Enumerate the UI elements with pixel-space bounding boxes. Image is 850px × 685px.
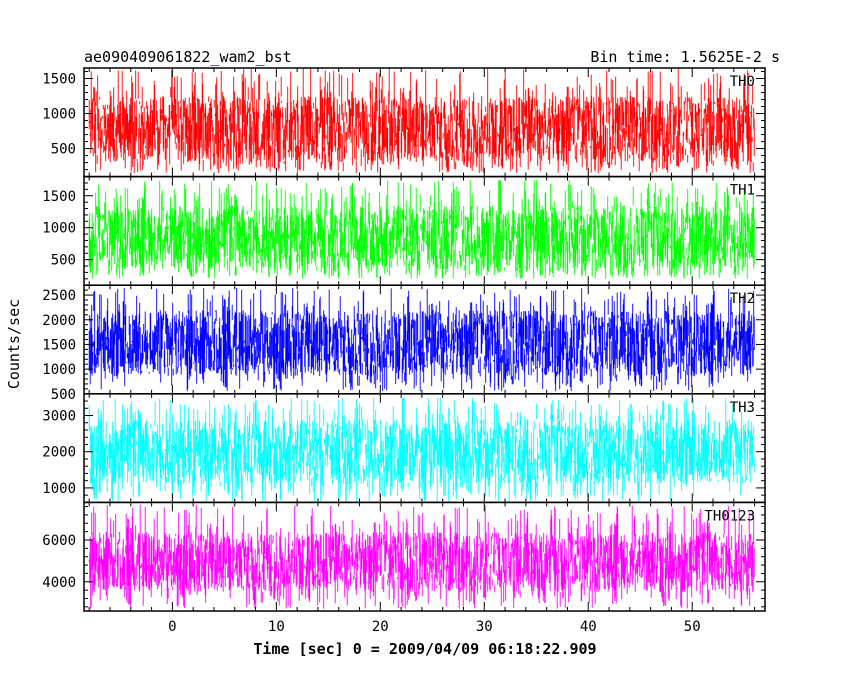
panel-label: TH1 [730,183,755,199]
x-tick-label: 20 [372,619,389,635]
y-tick-label: 2000 [42,445,76,461]
panel-label: TH0123 [704,508,755,524]
y-tick-label: 1000 [42,362,76,378]
panel-label: TH2 [730,291,755,307]
panel-th0123: 4000 6000 TH0123 [42,501,766,612]
y-tick-label: 500 [51,142,76,158]
y-tick-label: 1000 [42,481,76,497]
y-tick-label: 1500 [42,189,76,205]
series-th0 [88,68,755,174]
series-th1 [88,179,755,279]
series-th0123 [88,504,755,609]
y-tick-label: 1500 [42,72,76,88]
panel-label: TH3 [730,400,755,416]
panel-th2: 500 1000 1500 2000 2500 TH2 [42,284,766,403]
x-tick-label: 10 [268,619,285,635]
chart-subtitle: Bin time: 1.5625E-2 s [590,48,780,66]
x-tick-label: 40 [580,619,597,635]
series-th3 [88,397,755,503]
x-tick-label: 30 [476,619,493,635]
y-tick-label: 500 [51,253,76,269]
panel-label: TH0 [730,74,755,90]
y-tick-label: 4000 [42,575,76,591]
y-tick-label: 1000 [42,221,76,237]
panel-th1: 500 1000 1500 TH1 [42,175,766,286]
y-tick-label: 2500 [42,288,76,304]
y-axis-label: Counts/sec [5,299,23,389]
y-tick-label: 2000 [42,313,76,329]
panel-th0: 500 1000 1500 TH0 [42,67,766,178]
panel-th3: 1000 2000 3000 TH3 [42,393,766,504]
y-tick-label: 6000 [42,533,76,549]
y-tick-label: 500 [51,387,76,403]
y-tick-label: 1000 [42,107,76,123]
x-tick-label: 0 [168,619,176,635]
series-th2 [88,287,755,392]
x-tick-label: 50 [684,619,701,635]
chart-title: ae090409061822_wam2_bst [84,48,292,66]
y-tick-label: 1500 [42,337,76,353]
y-tick-label: 3000 [42,409,76,425]
x-axis-label: Time [sec] 0 = 2009/04/09 06:18:22.909 [253,640,596,658]
